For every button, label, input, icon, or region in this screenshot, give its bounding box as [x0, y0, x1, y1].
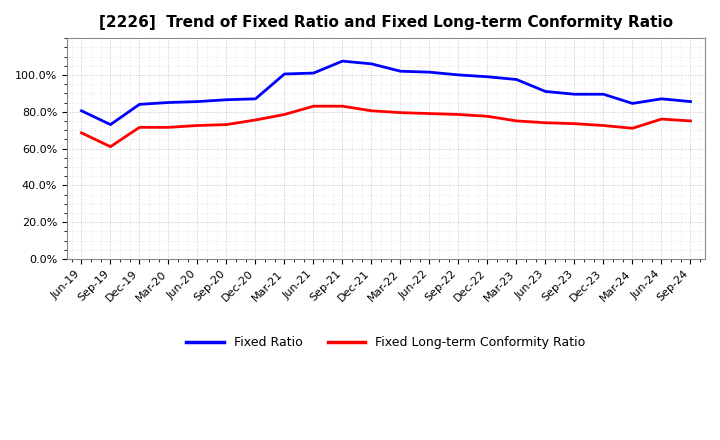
- Fixed Ratio: [541, 89, 550, 94]
- Fixed Long-term Conformity Ratio: [686, 118, 695, 124]
- Fixed Long-term Conformity Ratio: [512, 118, 521, 124]
- Fixed Ratio: [512, 77, 521, 82]
- Fixed Ratio: [77, 108, 86, 114]
- Fixed Ratio: [657, 96, 666, 102]
- Fixed Ratio: [251, 96, 260, 102]
- Fixed Long-term Conformity Ratio: [454, 112, 463, 117]
- Fixed Long-term Conformity Ratio: [657, 117, 666, 122]
- Fixed Ratio: [164, 100, 173, 105]
- Fixed Long-term Conformity Ratio: [396, 110, 405, 115]
- Fixed Ratio: [686, 99, 695, 104]
- Line: Fixed Long-term Conformity Ratio: Fixed Long-term Conformity Ratio: [81, 106, 690, 147]
- Fixed Ratio: [599, 92, 608, 97]
- Fixed Ratio: [135, 102, 144, 107]
- Fixed Ratio: [280, 71, 289, 77]
- Fixed Long-term Conformity Ratio: [367, 108, 376, 114]
- Fixed Ratio: [426, 70, 434, 75]
- Fixed Long-term Conformity Ratio: [309, 103, 318, 109]
- Fixed Ratio: [396, 69, 405, 74]
- Fixed Long-term Conformity Ratio: [483, 114, 492, 119]
- Fixed Ratio: [222, 97, 231, 103]
- Fixed Long-term Conformity Ratio: [222, 122, 231, 127]
- Fixed Ratio: [570, 92, 579, 97]
- Fixed Long-term Conformity Ratio: [599, 123, 608, 128]
- Fixed Long-term Conformity Ratio: [628, 126, 636, 131]
- Fixed Long-term Conformity Ratio: [193, 123, 202, 128]
- Fixed Long-term Conformity Ratio: [77, 130, 86, 136]
- Fixed Long-term Conformity Ratio: [541, 120, 550, 125]
- Legend: Fixed Ratio, Fixed Long-term Conformity Ratio: Fixed Ratio, Fixed Long-term Conformity …: [181, 331, 590, 354]
- Fixed Long-term Conformity Ratio: [164, 125, 173, 130]
- Fixed Ratio: [454, 72, 463, 77]
- Fixed Long-term Conformity Ratio: [426, 111, 434, 116]
- Fixed Long-term Conformity Ratio: [135, 125, 144, 130]
- Fixed Long-term Conformity Ratio: [106, 144, 114, 149]
- Fixed Ratio: [483, 74, 492, 79]
- Fixed Long-term Conformity Ratio: [280, 112, 289, 117]
- Line: Fixed Ratio: Fixed Ratio: [81, 61, 690, 125]
- Title: [2226]  Trend of Fixed Ratio and Fixed Long-term Conformity Ratio: [2226] Trend of Fixed Ratio and Fixed Lo…: [99, 15, 673, 30]
- Fixed Ratio: [367, 61, 376, 66]
- Fixed Ratio: [628, 101, 636, 106]
- Fixed Ratio: [106, 122, 114, 127]
- Fixed Ratio: [309, 70, 318, 76]
- Fixed Long-term Conformity Ratio: [251, 117, 260, 123]
- Fixed Ratio: [338, 59, 347, 64]
- Fixed Long-term Conformity Ratio: [338, 103, 347, 109]
- Fixed Long-term Conformity Ratio: [570, 121, 579, 126]
- Fixed Ratio: [193, 99, 202, 104]
